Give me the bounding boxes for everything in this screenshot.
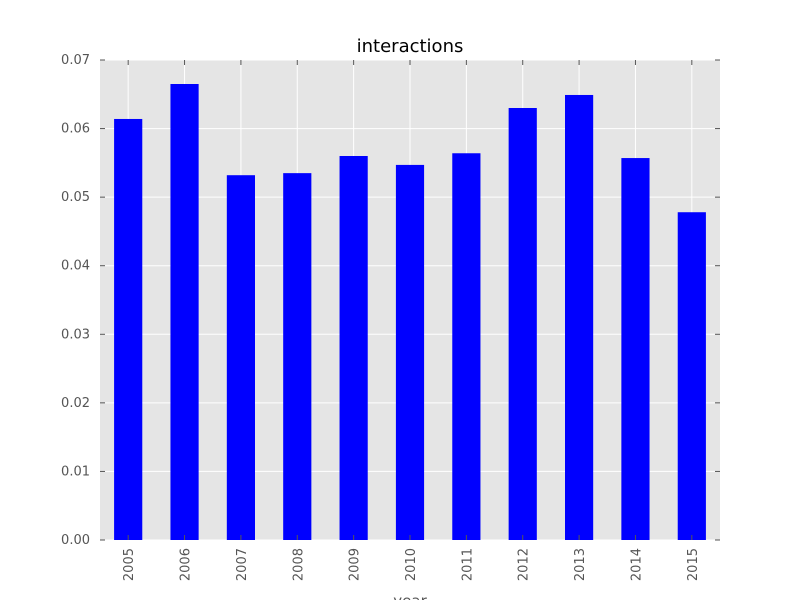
bar-2013 [565, 94, 594, 540]
x-tick-label: 2012 [517, 548, 532, 581]
x-tick-label: 2010 [404, 548, 419, 581]
chart-title: interactions [357, 36, 464, 57]
bar-2005 [114, 118, 143, 540]
y-tick-label: 0.03 [61, 327, 90, 342]
y-tick-labels: 0.00 0.01 0.02 0.03 0.04 0.05 0.06 0.07 [61, 53, 90, 548]
bar-2015 [677, 212, 706, 540]
x-axis-label: year [393, 592, 427, 600]
y-tick-label: 0.07 [61, 53, 90, 68]
x-tick-label: 2007 [235, 548, 250, 581]
y-tick-label: 0.00 [61, 533, 90, 548]
bar-2012 [508, 108, 537, 540]
y-tick-label: 0.04 [61, 259, 90, 274]
x-tick-label: 2014 [629, 548, 644, 581]
x-tick-label: 2015 [686, 548, 701, 581]
y-tick-label: 0.06 [61, 122, 90, 137]
bar-2006 [170, 84, 199, 540]
x-tick-label: 2008 [291, 548, 306, 581]
bars [114, 84, 706, 541]
bar-2009 [339, 156, 368, 540]
y-tick-label: 0.05 [61, 190, 90, 205]
bar-2014 [621, 158, 650, 541]
y-tick-label: 0.02 [61, 396, 90, 411]
x-tick-label: 2005 [122, 548, 137, 581]
x-tick-labels: 2005 2006 2007 2008 2009 2010 2011 2012 2013 2014… [122, 548, 701, 581]
bar-2010 [395, 164, 425, 540]
bar-2011 [452, 153, 481, 540]
x-tick-label: 2009 [348, 548, 363, 581]
x-tick-label: 2013 [573, 548, 588, 581]
x-tick-label: 2006 [179, 548, 194, 581]
bar-2008 [283, 173, 312, 540]
y-tick-label: 0.01 [61, 464, 90, 479]
x-tick-label: 2011 [460, 548, 475, 581]
bar-2007 [226, 175, 255, 540]
tick-marks [100, 59, 720, 541]
